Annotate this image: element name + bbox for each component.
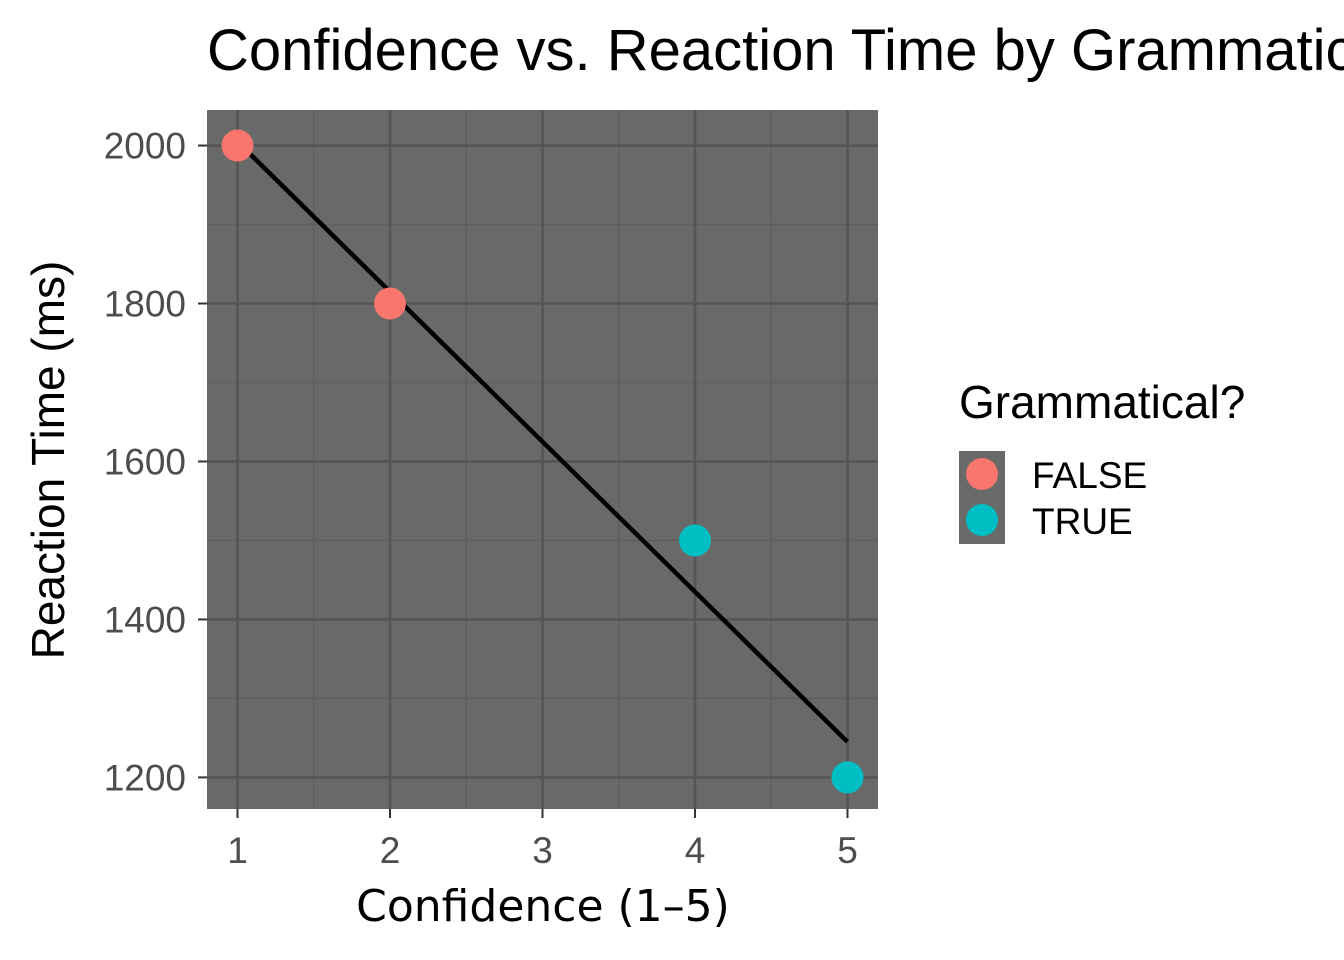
data-point-false: [374, 287, 406, 320]
y-tick-label: 1800: [104, 284, 186, 325]
y-tick-label: 1200: [104, 757, 186, 798]
y-tick-label: 1400: [104, 599, 186, 640]
y-axis-title: Reaction Time (ms): [22, 261, 74, 660]
x-axis-ticks: 1 2 3 4 5: [227, 809, 858, 871]
chart-title: Confidence vs. Reaction Time by Grammati…: [207, 18, 1344, 83]
legend: Grammatical? FALSE TRUE: [959, 376, 1245, 544]
trend-line: [235, 139, 850, 744]
legend-label-false: FALSE: [1032, 455, 1147, 496]
x-tick-label: 5: [837, 830, 858, 871]
x-axis-title: Confidence (1–5): [356, 881, 730, 932]
y-tick-label: 2000: [104, 126, 186, 167]
data-point-true: [831, 761, 864, 794]
legend-label-true: TRUE: [1032, 501, 1133, 542]
legend-key-false: [966, 458, 998, 490]
x-tick-label: 1: [227, 830, 248, 871]
legend-keys: FALSE TRUE: [959, 451, 1147, 544]
legend-title: Grammatical?: [959, 376, 1245, 428]
legend-key-true: [966, 504, 998, 536]
x-tick-label: 3: [532, 830, 553, 871]
data-points: [221, 129, 864, 794]
y-tick-label: 1600: [104, 441, 186, 482]
x-tick-label: 4: [685, 830, 706, 871]
data-point-false: [221, 129, 254, 162]
x-tick-label: 2: [380, 830, 401, 871]
major-gridlines: [207, 110, 878, 809]
y-axis-ticks: 1200 1400 1600 1800 2000: [104, 126, 207, 798]
data-point-true: [679, 524, 711, 557]
